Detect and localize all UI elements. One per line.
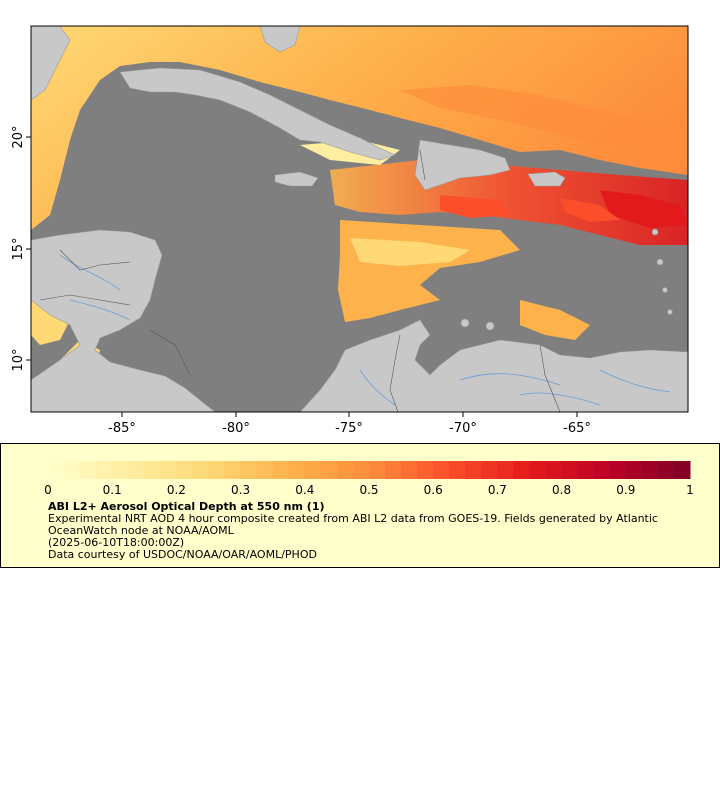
colorbar-segment (401, 461, 418, 479)
lat-label-10: 10° (11, 348, 26, 371)
colorbar-segment (224, 461, 242, 479)
legend-timestamp: (2025-06-10T18:00:00Z) (48, 536, 185, 549)
colorbar-segment (497, 461, 514, 479)
colorbar-tick-label: 0.9 (616, 483, 635, 497)
colorbar-segment (449, 461, 466, 479)
lat-label-20: 20° (11, 125, 26, 148)
colorbar-tick-label: 0.7 (488, 483, 507, 497)
colorbar-segment (288, 461, 306, 479)
colorbar-tick-label: 0.4 (295, 483, 314, 497)
colorbar-segment (176, 461, 193, 479)
colorbar-segment (304, 461, 322, 479)
colorbar-segment (593, 461, 611, 479)
colorbar-segment (673, 461, 691, 479)
colorbar-ticks: 0 0.1 0.2 0.3 0.4 0.5 0.6 0.7 0.8 0.9 1 (44, 483, 694, 497)
map-frame (30, 25, 689, 413)
borders (39, 149, 561, 412)
colorbar-tick-label: 0.3 (231, 483, 250, 497)
colorbar-segment (481, 461, 498, 479)
colorbar-segment (433, 461, 450, 479)
colorbar-tick-label: 0.5 (359, 483, 378, 497)
colorbar-segment (128, 461, 145, 479)
colorbar-tick-label: 0.6 (424, 483, 443, 497)
lon-label-75: -75° (335, 421, 363, 436)
colorbar-segment (352, 461, 370, 479)
colorbar-segment (240, 461, 258, 479)
legend-credit: Data courtesy of USDOC/NOAA/OAR/AOML/PHO… (48, 548, 317, 561)
colorbar-segment (96, 461, 113, 479)
legend-title: ABI L2+ Aerosol Optical Depth at 550 nm … (48, 500, 325, 513)
longitude-axis (121, 412, 578, 417)
colorbar-segment (112, 461, 129, 479)
colorbar-segment (609, 461, 627, 479)
colorbar-segment (256, 461, 274, 479)
colorbar-segment (465, 461, 482, 479)
land (31, 26, 688, 412)
colorbar-segment (272, 461, 290, 479)
colorbar-segment (641, 461, 659, 479)
lon-label-65: -65° (563, 421, 591, 436)
colorbar-tick-label: 0 (44, 483, 52, 497)
legend-panel: 0 0.1 0.2 0.3 0.4 0.5 0.6 0.7 0.8 0.9 1 ABI L2+ Ae… (0, 443, 720, 568)
colorbar-tick-label: 1 (686, 483, 694, 497)
colorbar-segment (385, 461, 402, 479)
latitude-axis (26, 136, 31, 361)
colorbar-segment (48, 461, 65, 479)
lon-label-80: -80° (222, 421, 250, 436)
colorbar-segment (545, 461, 563, 479)
lon-label-70: -70° (449, 421, 477, 436)
colorbar-segment (657, 461, 675, 479)
colorbar-segment (529, 461, 547, 479)
map-figure: -85° -80° -75° -70° -65° 20° 15° 10° (11, 25, 689, 436)
lon-label-85: -85° (108, 421, 136, 436)
colorbar-segment (64, 461, 81, 479)
colorbar-tick-label: 0.8 (552, 483, 571, 497)
colorbar (48, 461, 691, 479)
colorbar-tick-label: 0.2 (167, 483, 186, 497)
colorbar-segment (336, 461, 354, 479)
colorbar-segment (80, 461, 97, 479)
colorbar-segment (320, 461, 338, 479)
colorbar-segment (625, 461, 643, 479)
colorbar-segment (192, 461, 209, 479)
colorbar-tick-label: 0.1 (103, 483, 122, 497)
colorbar-segment (160, 461, 177, 479)
colorbar-segment (577, 461, 595, 479)
colorbar-segment (369, 461, 386, 479)
legend-description: Experimental NRT AOD 4 hour composite cr… (48, 512, 658, 537)
colorbar-segment (513, 461, 530, 479)
legend-text: ABI L2+ Aerosol Optical Depth at 550 nm … (48, 501, 698, 561)
colorbar-segment (144, 461, 161, 479)
colorbar-segment (561, 461, 579, 479)
colorbar-segment (417, 461, 434, 479)
lat-label-15: 15° (11, 237, 26, 260)
colorbar-segment (208, 461, 226, 479)
